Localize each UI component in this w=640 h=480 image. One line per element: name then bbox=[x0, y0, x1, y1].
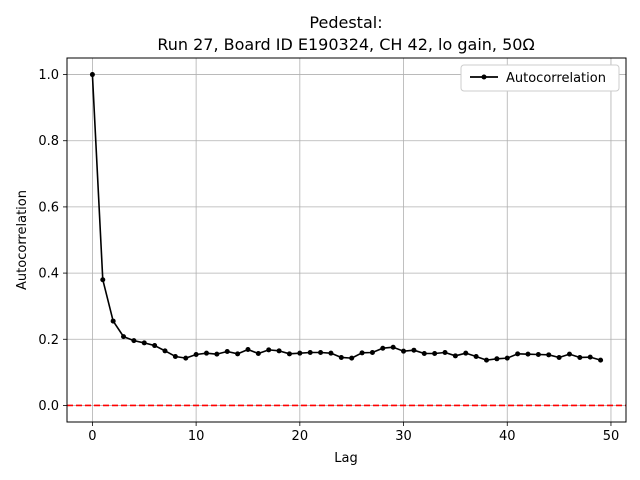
series-autocorrelation bbox=[89, 72, 604, 363]
data-point bbox=[100, 277, 106, 283]
data-point bbox=[515, 351, 521, 357]
y-tick-label: 0.8 bbox=[38, 134, 59, 149]
chart-title-line2: Run 27, Board ID E190324, CH 42, lo gain… bbox=[157, 35, 534, 54]
x-axis-ticks: 0 10 20 30 40 50 bbox=[88, 422, 619, 444]
y-axis-label: Autocorrelation bbox=[15, 190, 30, 290]
data-point bbox=[380, 345, 386, 351]
legend-box bbox=[460, 64, 620, 92]
data-point bbox=[266, 347, 272, 353]
data-point bbox=[587, 354, 593, 360]
data-point bbox=[307, 350, 313, 356]
x-tick-label: 0 bbox=[88, 429, 96, 444]
grid-lines bbox=[67, 58, 626, 422]
x-tick-label: 20 bbox=[292, 429, 309, 444]
plot-frame bbox=[66, 57, 627, 423]
y-tick-label: 0.6 bbox=[38, 200, 59, 215]
data-point bbox=[484, 357, 490, 363]
x-tick-label: 40 bbox=[499, 429, 516, 444]
data-point bbox=[546, 352, 552, 358]
data-point bbox=[463, 350, 469, 356]
legend-marker-swatch bbox=[481, 74, 487, 80]
x-tick-label: 10 bbox=[188, 429, 205, 444]
data-point bbox=[193, 351, 199, 357]
y-tick-label: 0.0 bbox=[38, 399, 59, 414]
data-point bbox=[473, 353, 479, 359]
legend-label: Autocorrelation bbox=[506, 71, 606, 86]
data-point bbox=[141, 340, 147, 346]
data-point bbox=[535, 351, 541, 357]
data-point bbox=[162, 348, 168, 354]
data-point bbox=[401, 348, 407, 354]
data-point bbox=[286, 351, 292, 357]
data-point bbox=[598, 357, 604, 363]
data-point bbox=[152, 343, 158, 349]
data-point bbox=[421, 351, 427, 357]
data-point bbox=[203, 350, 209, 356]
data-point bbox=[183, 355, 189, 361]
x-axis-label: Lag bbox=[334, 451, 357, 466]
data-point bbox=[566, 351, 572, 357]
data-point bbox=[214, 351, 220, 357]
legend: Autocorrelation bbox=[460, 64, 620, 92]
data-point bbox=[121, 334, 127, 340]
y-tick-label: 0.4 bbox=[38, 267, 59, 282]
data-point bbox=[131, 338, 137, 344]
data-point bbox=[504, 355, 510, 361]
data-point bbox=[224, 349, 230, 355]
data-point bbox=[411, 347, 417, 353]
data-point bbox=[276, 348, 282, 354]
data-point bbox=[525, 351, 531, 357]
data-point bbox=[245, 347, 251, 353]
chart-title-line1: Pedestal: bbox=[309, 13, 382, 32]
data-point bbox=[577, 354, 583, 360]
data-point bbox=[556, 354, 562, 360]
data-point bbox=[390, 344, 396, 350]
data-point bbox=[328, 350, 334, 356]
data-point bbox=[338, 354, 344, 360]
data-point bbox=[318, 350, 324, 356]
data-point bbox=[359, 350, 365, 356]
data-point bbox=[369, 350, 375, 356]
data-point bbox=[442, 350, 448, 356]
data-point bbox=[432, 351, 438, 357]
data-point bbox=[172, 353, 178, 359]
x-tick-label: 30 bbox=[395, 429, 412, 444]
data-point bbox=[452, 353, 458, 359]
data-point bbox=[235, 351, 241, 357]
data-point bbox=[89, 72, 95, 78]
data-point bbox=[110, 318, 116, 324]
data-point bbox=[349, 355, 355, 361]
x-tick-label: 50 bbox=[603, 429, 620, 444]
data-point bbox=[297, 350, 303, 356]
y-axis-ticks: 0.0 0.2 0.4 0.6 0.8 1.0 bbox=[38, 68, 67, 414]
data-point bbox=[255, 351, 261, 357]
data-point bbox=[494, 356, 500, 362]
y-tick-label: 1.0 bbox=[38, 68, 59, 83]
y-tick-label: 0.2 bbox=[38, 333, 59, 348]
